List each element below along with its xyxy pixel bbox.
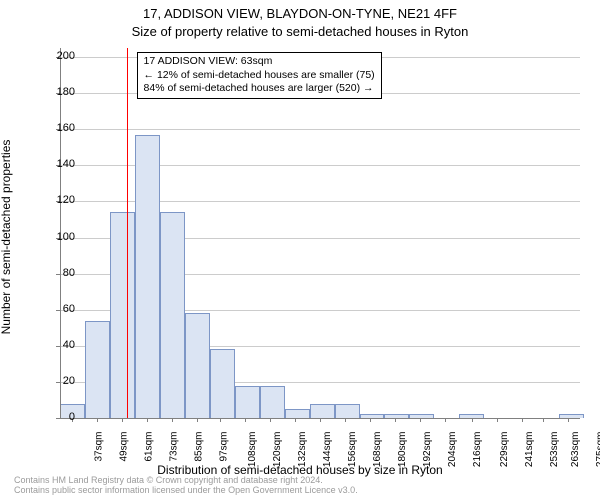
histogram-bar — [310, 404, 335, 418]
histogram-bar — [85, 321, 110, 418]
y-tick-label: 0 — [45, 411, 75, 423]
x-tick-mark — [270, 418, 271, 422]
x-tick-mark — [295, 418, 296, 422]
y-tick-label: 160 — [45, 122, 75, 134]
x-tick-mark — [543, 418, 544, 422]
info-box-line3: 84% of semi-detached houses are larger (… — [144, 82, 375, 96]
x-tick-label: 229sqm — [499, 432, 510, 468]
grid-line — [60, 129, 580, 130]
y-tick-label: 180 — [45, 86, 75, 98]
histogram-bar — [260, 386, 285, 418]
x-tick-label: 85sqm — [194, 432, 205, 462]
property-marker-line — [127, 48, 128, 418]
x-tick-mark — [220, 418, 221, 422]
x-tick-mark — [122, 418, 123, 422]
property-size-chart: 17, ADDISON VIEW, BLAYDON-ON-TYNE, NE21 … — [0, 0, 600, 500]
x-tick-mark — [420, 418, 421, 422]
chart-title-line2: Size of property relative to semi-detach… — [0, 24, 600, 39]
x-tick-label: 49sqm — [119, 432, 130, 462]
x-tick-mark — [147, 418, 148, 422]
x-tick-label: 241sqm — [524, 432, 535, 468]
x-tick-mark — [395, 418, 396, 422]
x-tick-label: 192sqm — [422, 432, 433, 468]
x-tick-mark — [472, 418, 473, 422]
x-tick-label: 216sqm — [472, 432, 483, 468]
x-tick-mark — [172, 418, 173, 422]
y-tick-label: 140 — [45, 158, 75, 170]
y-tick-label: 200 — [45, 50, 75, 62]
x-tick-mark — [445, 418, 446, 422]
x-tick-mark — [345, 418, 346, 422]
y-tick-label: 20 — [45, 375, 75, 387]
footer-line2: Contains public sector information licen… — [14, 486, 358, 496]
x-tick-label: 204sqm — [447, 432, 458, 468]
histogram-bar — [160, 212, 185, 418]
histogram-bar — [285, 409, 310, 418]
x-tick-mark — [245, 418, 246, 422]
x-tick-mark — [497, 418, 498, 422]
x-tick-label: 168sqm — [372, 432, 383, 468]
x-tick-label: 180sqm — [397, 432, 408, 468]
histogram-bar — [235, 386, 260, 418]
x-tick-label: 73sqm — [169, 432, 180, 462]
x-tick-mark — [522, 418, 523, 422]
x-tick-label: 61sqm — [144, 432, 155, 462]
y-axis-label: Number of semi-detached properties — [0, 140, 13, 335]
x-tick-mark — [320, 418, 321, 422]
x-tick-mark — [568, 418, 569, 422]
info-box-line1: 17 ADDISON VIEW: 63sqm — [144, 55, 375, 69]
x-tick-label: 253sqm — [549, 432, 560, 468]
histogram-bar — [185, 313, 210, 418]
x-tick-label: 37sqm — [94, 432, 105, 462]
histogram-bar — [135, 135, 160, 418]
x-tick-mark — [197, 418, 198, 422]
x-tick-label: 97sqm — [219, 432, 230, 462]
x-tick-label: 156sqm — [347, 432, 358, 468]
footer-attribution: Contains HM Land Registry data © Crown c… — [14, 476, 358, 496]
histogram-bar — [110, 212, 135, 418]
y-tick-label: 40 — [45, 339, 75, 351]
y-tick-label: 80 — [45, 267, 75, 279]
x-tick-label: 144sqm — [322, 432, 333, 468]
chart-title-line1: 17, ADDISON VIEW, BLAYDON-ON-TYNE, NE21 … — [0, 6, 600, 21]
plot-area: 17 ADDISON VIEW: 63sqm← 12% of semi-deta… — [60, 48, 580, 418]
x-tick-label: 132sqm — [297, 432, 308, 468]
info-box-line2: ← 12% of semi-detached houses are smalle… — [144, 69, 375, 83]
x-tick-label: 120sqm — [272, 432, 283, 468]
y-tick-label: 100 — [45, 231, 75, 243]
y-tick-label: 120 — [45, 194, 75, 206]
y-tick-label: 60 — [45, 303, 75, 315]
info-box: 17 ADDISON VIEW: 63sqm← 12% of semi-deta… — [137, 52, 382, 99]
x-tick-label: 108sqm — [247, 432, 258, 468]
x-tick-mark — [97, 418, 98, 422]
x-tick-label: 263sqm — [570, 432, 581, 468]
histogram-bar — [210, 349, 235, 418]
histogram-bar — [335, 404, 360, 418]
x-tick-label: 275sqm — [595, 432, 600, 468]
x-tick-mark — [370, 418, 371, 422]
